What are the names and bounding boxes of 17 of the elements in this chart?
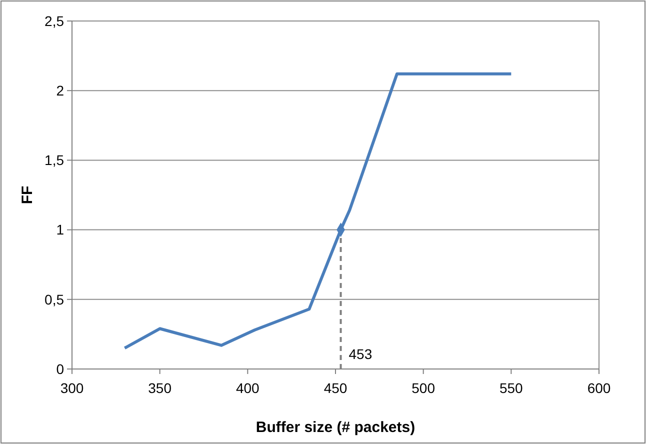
y-tick-label: 1,5 xyxy=(44,152,64,168)
y-tick-label: 0 xyxy=(56,360,64,377)
ref-line-label: 453 xyxy=(348,346,372,362)
y-tick-label: 2,5 xyxy=(44,12,64,29)
y-tick-label: 1 xyxy=(56,222,64,238)
x-tick-label: 350 xyxy=(148,380,172,396)
x-tick-label: 500 xyxy=(412,380,436,396)
y-tick-label: 2 xyxy=(56,82,64,98)
y-axis-title: FF xyxy=(19,186,36,204)
line-series xyxy=(123,72,513,350)
x-tick-label: 400 xyxy=(236,380,260,396)
x-axis-title: Buffer size (# packets) xyxy=(256,419,416,436)
y-tick-label: 0,5 xyxy=(44,291,64,308)
x-tick-label: 550 xyxy=(499,380,524,396)
x-tick-label: 600 xyxy=(587,380,611,396)
x-tick-label: 450 xyxy=(324,380,348,396)
x-tick-label: 300 xyxy=(60,380,84,396)
